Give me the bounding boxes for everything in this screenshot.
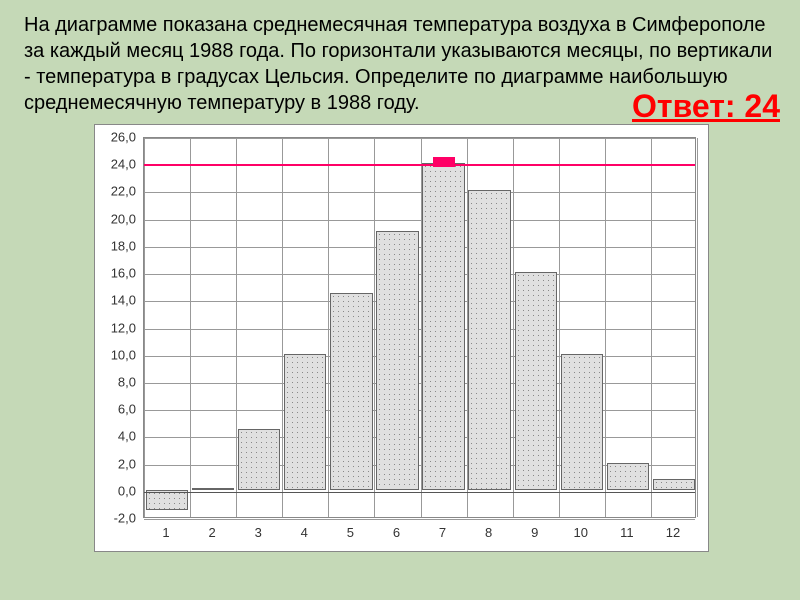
y-tick-label: 18,0 [111, 238, 136, 253]
y-axis: -2,00,02,04,06,08,010,012,014,016,018,02… [95, 137, 140, 518]
x-tick-label: 5 [347, 525, 354, 540]
y-tick-label: 6,0 [118, 402, 136, 417]
y-tick-label: 12,0 [111, 320, 136, 335]
x-tick-label: 12 [666, 525, 680, 540]
x-tick-label: 11 [620, 525, 634, 540]
bar [468, 190, 510, 489]
bars-container [144, 138, 695, 517]
bar [192, 488, 234, 490]
x-axis: 123456789101112 [143, 519, 696, 547]
chart: -2,0 0,0 2,0 4,0 6,0 8,0 10,0 12,0 14,0 16,0 18,0 2… [94, 124, 709, 552]
y-tick-label: 0,0 [118, 483, 136, 498]
x-tick-label: 10 [574, 525, 588, 540]
y-tick-label: 8,0 [118, 374, 136, 389]
zero-line [144, 492, 695, 493]
x-tick-label: 3 [255, 525, 262, 540]
bar [238, 429, 280, 490]
x-tick-label: 2 [209, 525, 216, 540]
x-tick-label: 4 [301, 525, 308, 540]
bar [284, 354, 326, 490]
y-tick-label: 2,0 [118, 456, 136, 471]
bar [376, 231, 418, 490]
x-tick-label: 6 [393, 525, 400, 540]
bar [422, 163, 464, 490]
y-tick-label: 4,0 [118, 429, 136, 444]
x-tick-label: 1 [162, 525, 169, 540]
bar [607, 463, 649, 490]
reference-marker [433, 157, 455, 167]
x-tick-label: 8 [485, 525, 492, 540]
x-tick-label: 9 [531, 525, 538, 540]
bar [515, 272, 557, 490]
y-tick-label: 22,0 [111, 184, 136, 199]
x-tick-label: 7 [439, 525, 446, 540]
vgrid-line [697, 138, 698, 517]
y-tick-label: 16,0 [111, 266, 136, 281]
bar [653, 479, 695, 490]
y-tick-label: 24,0 [111, 157, 136, 172]
y-tick-label: 10,0 [111, 347, 136, 362]
y-tick-label: 20,0 [111, 211, 136, 226]
bar [146, 490, 188, 510]
bar [330, 293, 372, 490]
answer-text: Ответ: 24 [632, 88, 780, 125]
reference-line [144, 164, 695, 166]
y-tick-label: 26,0 [111, 130, 136, 145]
plot-area [143, 137, 696, 518]
y-tick-label: -2,0 [114, 511, 136, 526]
y-tick-label: 14,0 [111, 293, 136, 308]
bar [561, 354, 603, 490]
